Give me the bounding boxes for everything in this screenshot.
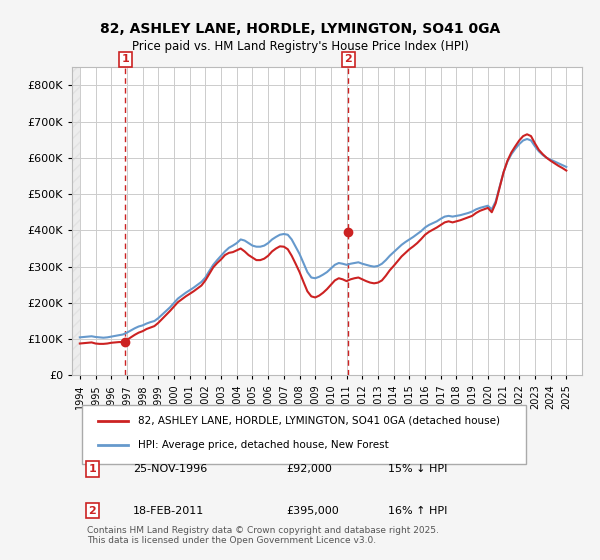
Text: 2: 2: [89, 506, 96, 516]
Text: 15% ↓ HPI: 15% ↓ HPI: [388, 464, 448, 474]
FancyBboxPatch shape: [82, 405, 526, 464]
Text: HPI: Average price, detached house, New Forest: HPI: Average price, detached house, New …: [139, 440, 389, 450]
Text: Contains HM Land Registry data © Crown copyright and database right 2025.
This d: Contains HM Land Registry data © Crown c…: [88, 526, 439, 545]
Text: Price paid vs. HM Land Registry's House Price Index (HPI): Price paid vs. HM Land Registry's House …: [131, 40, 469, 53]
Text: 1: 1: [121, 54, 129, 64]
Text: 1: 1: [89, 464, 96, 474]
Text: 16% ↑ HPI: 16% ↑ HPI: [388, 506, 448, 516]
Text: 82, ASHLEY LANE, HORDLE, LYMINGTON, SO41 0GA: 82, ASHLEY LANE, HORDLE, LYMINGTON, SO41…: [100, 22, 500, 36]
Text: 2: 2: [344, 54, 352, 64]
Text: £395,000: £395,000: [286, 506, 339, 516]
Bar: [72, 67, 80, 375]
Text: 25-NOV-1996: 25-NOV-1996: [133, 464, 208, 474]
Text: £92,000: £92,000: [286, 464, 332, 474]
Text: 18-FEB-2011: 18-FEB-2011: [133, 506, 205, 516]
Text: 82, ASHLEY LANE, HORDLE, LYMINGTON, SO41 0GA (detached house): 82, ASHLEY LANE, HORDLE, LYMINGTON, SO41…: [139, 416, 500, 426]
